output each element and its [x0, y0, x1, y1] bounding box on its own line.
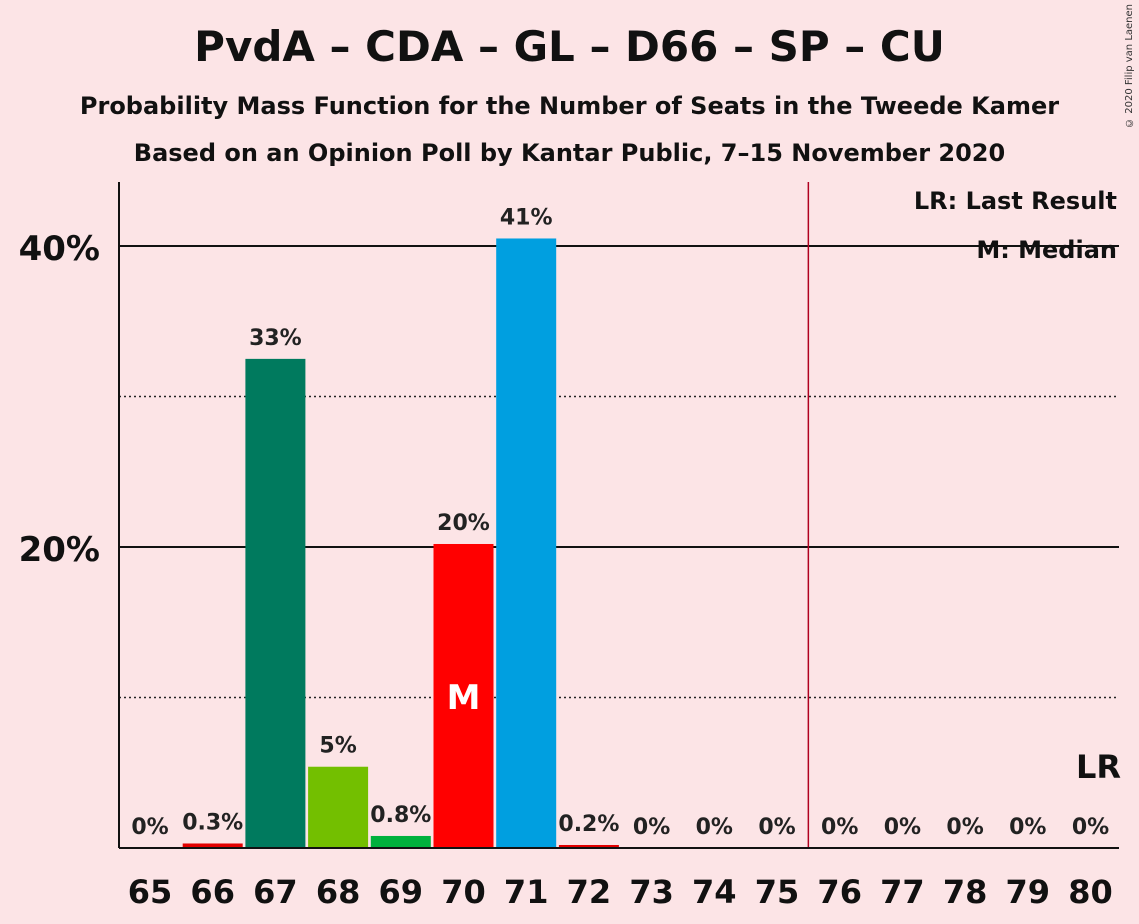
data-label: 0.2% [558, 812, 619, 837]
legend-median: M: Median [976, 236, 1117, 264]
bar-seat-70 [433, 543, 494, 848]
bar-seat-69 [370, 835, 431, 848]
data-label: 20% [437, 511, 490, 536]
data-label: 0% [696, 815, 733, 840]
x-tick-label: 69 [379, 873, 424, 911]
bar-seat-67 [245, 358, 306, 848]
y-tick-label: 20% [19, 530, 100, 570]
x-tick-label: 75 [755, 873, 800, 911]
x-tick-label: 73 [629, 873, 674, 911]
chart-title: PvdA – CDA – GL – D66 – SP – CU [194, 22, 945, 71]
median-marker: M [447, 678, 481, 718]
x-tick-label: 74 [692, 873, 737, 911]
bar-seat-68 [308, 766, 369, 848]
last-result-marker: LR [1076, 748, 1121, 786]
data-label: 0% [633, 815, 670, 840]
x-tick-label: 78 [943, 873, 988, 911]
x-tick-label: 70 [441, 873, 486, 911]
data-label: 33% [249, 326, 302, 351]
legend-last-result: LR: Last Result [914, 187, 1117, 215]
data-label: 0.8% [370, 803, 431, 828]
x-tick-label: 72 [567, 873, 612, 911]
chart-subtitle-source: Based on an Opinion Poll by Kantar Publi… [133, 139, 1006, 167]
data-label: 41% [500, 205, 553, 230]
data-label: 0% [821, 815, 858, 840]
data-label: 0% [758, 815, 795, 840]
data-label: 0.3% [182, 810, 243, 835]
data-label: 5% [319, 734, 356, 759]
bar-seat-66 [182, 843, 243, 848]
data-label: 0% [1009, 815, 1046, 840]
y-tick-label: 40% [19, 229, 100, 269]
x-tick-label: 67 [253, 873, 298, 911]
data-label: 0% [131, 815, 168, 840]
data-label: 0% [946, 815, 983, 840]
bar-seat-72 [558, 844, 619, 848]
data-label: 0% [1072, 815, 1109, 840]
chart-subtitle: Probability Mass Function for the Number… [79, 92, 1060, 120]
bar-seat-71 [496, 238, 557, 849]
data-label: 0% [884, 815, 921, 840]
x-tick-label: 79 [1006, 873, 1051, 911]
x-tick-label: 66 [190, 873, 235, 911]
x-tick-label: 76 [817, 873, 862, 911]
x-tick-label: 71 [504, 873, 549, 911]
x-tick-label: 68 [316, 873, 361, 911]
x-tick-label: 65 [128, 873, 173, 911]
x-tick-label: 80 [1068, 873, 1113, 911]
x-tick-label: 77 [880, 873, 925, 911]
